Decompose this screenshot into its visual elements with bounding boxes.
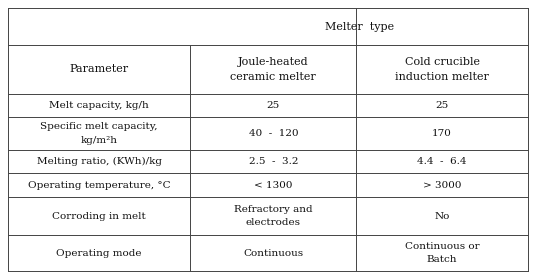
Text: Parameter: Parameter [70,64,129,74]
Text: 4.4  -  6.4: 4.4 - 6.4 [418,157,467,166]
Text: Melter  type: Melter type [325,22,393,32]
Text: Melting ratio, (KWh)/kg: Melting ratio, (KWh)/kg [36,157,162,166]
Text: Continuous: Continuous [243,249,303,258]
Text: Corroding in melt: Corroding in melt [53,212,146,221]
Text: > 3000: > 3000 [423,181,461,190]
Text: Operating mode: Operating mode [56,249,142,258]
Text: Specific melt capacity,
kg/m²h: Specific melt capacity, kg/m²h [40,122,158,145]
Text: < 1300: < 1300 [254,181,293,190]
Text: Refractory and
electrodes: Refractory and electrodes [234,205,312,227]
Text: 170: 170 [432,129,452,138]
Text: 2.5  -  3.2: 2.5 - 3.2 [249,157,298,166]
Text: Operating temperature, °C: Operating temperature, °C [28,181,170,190]
Text: No: No [435,212,450,221]
Text: 40  -  120: 40 - 120 [249,129,298,138]
Text: 25: 25 [267,101,280,110]
Text: Joule-heated
ceramic melter: Joule-heated ceramic melter [230,57,316,82]
Text: Continuous or
Batch: Continuous or Batch [405,242,480,264]
Text: Cold crucible
induction melter: Cold crucible induction melter [395,57,489,82]
Text: 25: 25 [436,101,449,110]
Text: Melt capacity, kg/h: Melt capacity, kg/h [49,101,149,110]
